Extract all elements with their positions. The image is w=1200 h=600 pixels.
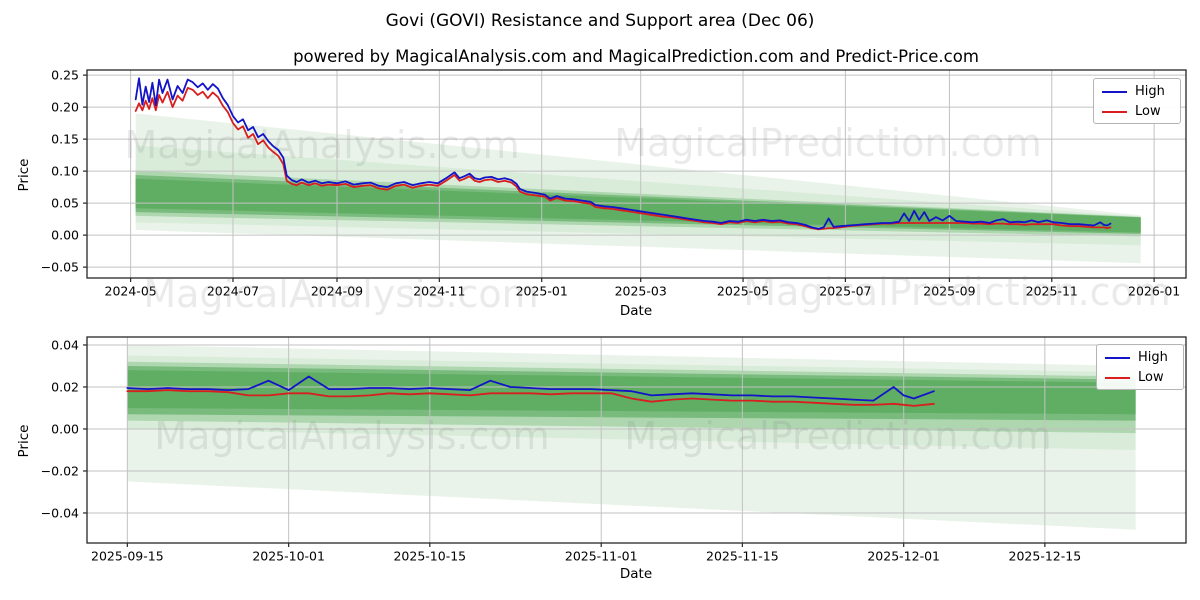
x-tick-label: 2024-09 [311,284,363,299]
legend-label-high: High [1138,350,1168,365]
price-lines [126,77,1112,407]
y-axis-label-top: Price [16,158,32,192]
x-tick-label: 2025-07 [819,284,871,299]
high-line [126,375,935,402]
y-tick-label: 0.00 [51,421,79,436]
y-tick-label: 0.25 [51,67,79,82]
low-line [134,87,1112,231]
watermark-text: MagicalPrediction.com [614,121,1042,165]
high-line-icon [1102,90,1127,93]
high-line [134,77,1112,230]
x-tick-label: 2024-05 [105,284,157,299]
y-tick-label: 0.10 [51,163,79,178]
watermark-text: MagicalPrediction.com [743,270,1171,314]
x-tick-label: 2025-09-15 [91,549,164,564]
legend-entry-low: Low [1105,370,1175,385]
x-tick-label: 2025-03 [615,284,667,299]
y-tick-label: 0.20 [51,99,79,114]
y-tick-label: −0.05 [41,259,79,274]
x-tick-label: 2025-12-15 [1009,549,1082,564]
x-axis-label-top: Date [619,303,653,319]
band-polygon [127,370,1136,415]
axes: 2024-05 2024-07 2024-09 2024-11 2025-01 2025-… [41,67,1187,564]
chart-subtitle: powered by MagicalAnalysis.com and Magic… [293,47,979,66]
x-tick-label: 2025-10-15 [393,549,466,564]
y-tick-label: 0.15 [51,131,79,146]
watermark-text: MagicalAnalysis.com [143,272,538,316]
y-tick-label: −0.02 [41,463,79,478]
low-line-icon [1102,110,1127,113]
x-tick-label: 2026-01 [1128,284,1180,299]
legend-label-high: High [1135,84,1165,99]
y-tick-label: 0.02 [51,379,79,394]
x-tick-label: 2025-12-01 [867,549,940,564]
band-polygon [135,178,1141,233]
x-tick-label: 2025-11 [1026,284,1078,299]
grid-lines [87,70,1186,543]
legend-entry-low: Low [1102,104,1172,119]
legend-entry-high: High [1105,350,1175,365]
watermark-text: MagicalAnalysis.com [124,123,519,167]
x-tick-label: 2024-11 [413,284,465,299]
legend-entry-high: High [1102,84,1172,99]
x-tick-label: 2024-07 [207,284,259,299]
low-line-icon [1105,376,1130,379]
plot-border [86,69,1187,279]
y-tick-label: 0.05 [51,195,79,210]
watermarks: MagicalAnalysis.com MagicalPrediction.com… [124,121,1170,458]
plot-border [86,336,1187,544]
watermark-text: MagicalAnalysis.com [154,414,549,458]
legend-bottom: High Low [1096,344,1184,390]
watermark-text: MagicalPrediction.com [624,414,1052,458]
x-tick-label: 2025-10-01 [252,549,325,564]
support-resistance-bands [127,113,1141,530]
high-line-icon [1105,356,1130,359]
y-tick-label: 0.04 [51,337,79,352]
legend-label-low: Low [1135,104,1161,119]
x-tick-label: 2025-01 [516,284,568,299]
legend-label-low: Low [1138,370,1164,385]
x-tick-label: 2025-05 [717,284,769,299]
x-tick-label: 2025-11-15 [706,549,779,564]
y-tick-label: −0.04 [41,505,79,520]
x-tick-label: 2025-11-01 [565,549,638,564]
y-axis-label-bottom: Price [16,424,32,458]
x-tick-label: 2025-09 [923,284,975,299]
chart-title: Govi (GOVI) Resistance and Support area … [385,11,815,31]
x-axis-label-bottom: Date [619,566,653,582]
low-line [126,389,935,407]
legend-top: High Low [1093,78,1181,124]
y-tick-label: 0.00 [51,227,79,242]
